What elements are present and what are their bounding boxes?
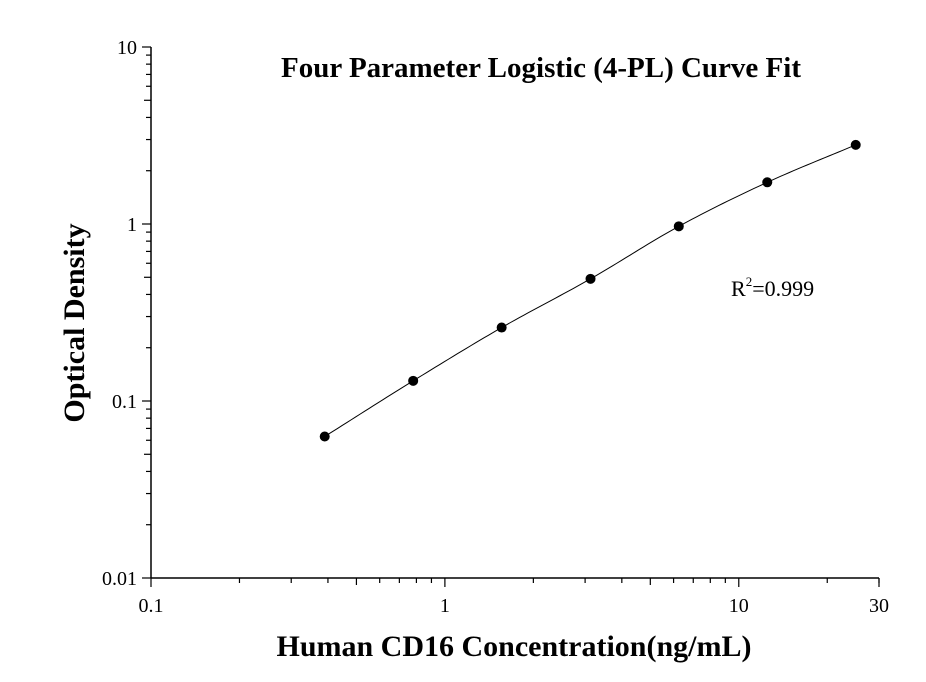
data-point	[673, 221, 684, 232]
y-tick-label: 10	[117, 37, 137, 59]
y-tick-label: 0.1	[112, 391, 137, 413]
data-point	[496, 322, 507, 333]
x-tick-label: 10	[729, 595, 749, 617]
y-tick-label: 0.01	[102, 568, 137, 590]
data-point	[762, 177, 773, 188]
x-tick-label: 1	[440, 595, 450, 617]
y-axis-label: Optical Density	[58, 223, 91, 422]
x-axis-label: Human CD16 Concentration(ng/mL)	[276, 630, 751, 663]
data-point	[585, 273, 596, 284]
r-squared-superscript: 2	[746, 274, 753, 289]
chart-title: Four Parameter Logistic (4-PL) Curve Fit	[281, 52, 801, 84]
data-point	[319, 431, 330, 442]
x-tick-label: 0.1	[139, 595, 164, 617]
r-squared-base: R	[731, 276, 746, 301]
r-squared-annotation: R2=0.999	[731, 274, 814, 301]
r-squared-value: =0.999	[752, 276, 814, 301]
y-tick-label: 1	[127, 214, 137, 236]
x-tick-label: 30	[869, 595, 889, 617]
data-point	[850, 139, 861, 150]
data-point	[408, 375, 419, 386]
